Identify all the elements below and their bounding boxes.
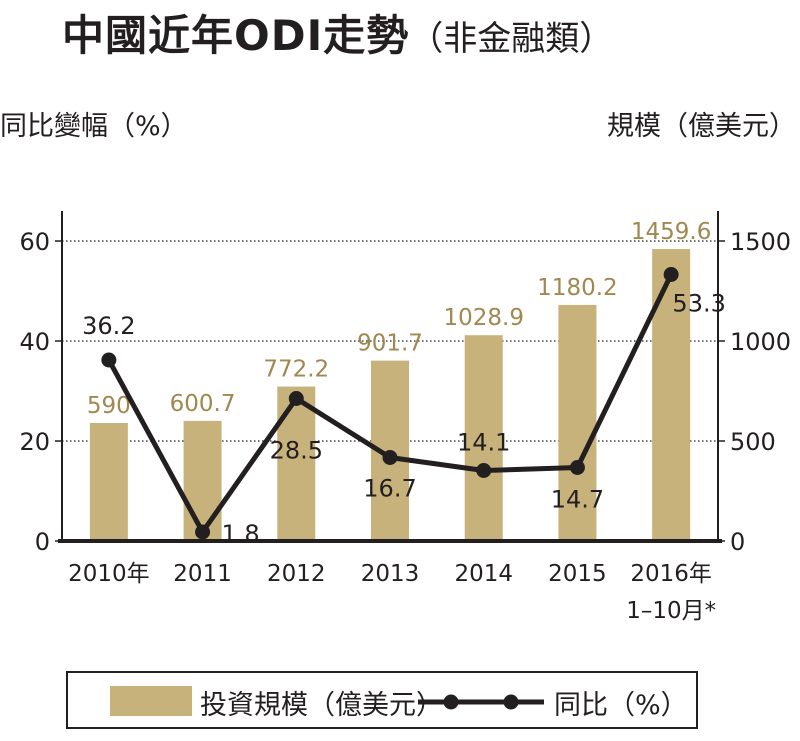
x-tick-label: 2014	[454, 561, 513, 587]
line-point	[663, 267, 679, 282]
bar-value-label: 1459.6	[631, 219, 711, 245]
bar-value-label: 1028.9	[443, 305, 523, 331]
x-tick-label: 2012	[267, 561, 326, 587]
bar-value-label: 590	[87, 393, 131, 419]
line-point	[101, 352, 117, 368]
chart-canvas: 0 20 40 60 0 500 1000 1500 2010年 2011 2012 2013 2014…	[19, 211, 791, 624]
right-axis-title: 規模（億美元）	[607, 111, 796, 142]
chart-title-sub: （非金融類）	[409, 19, 614, 59]
bar-value-label: 600.7	[170, 391, 236, 417]
line-value-label: 16.7	[363, 475, 416, 503]
bar-value-label: 901.7	[357, 331, 423, 357]
x-tick-label: 2016年	[630, 561, 712, 587]
legend-bar-label: 投資規模（億美元）	[200, 690, 443, 721]
bar	[89, 423, 128, 541]
left-tick-label: 40	[19, 328, 50, 356]
line-value-label: 14.7	[551, 486, 604, 514]
bar	[558, 304, 597, 541]
right-tick-label: 1500	[730, 228, 791, 256]
line-point	[288, 391, 304, 406]
legend-line-symbol	[418, 694, 544, 710]
bar-value-label: 772.2	[263, 357, 329, 383]
legend-bar-swatch	[110, 686, 192, 716]
bar	[183, 420, 222, 541]
left-tick-label: 60	[19, 228, 50, 256]
line-value-label: 28.5	[270, 437, 323, 465]
line-point	[476, 463, 492, 478]
line-point	[569, 460, 585, 475]
legend: 投資規模（億美元） 同比（%）	[66, 671, 698, 729]
legend-line-label: 同比（%）	[554, 690, 688, 721]
chart-title: 中國近年ODI走勢（非金融類）	[62, 2, 613, 62]
x-tick-label: 2013	[361, 561, 420, 587]
bar-value-label: 1180.2	[537, 275, 617, 301]
line-value-label: 14.1	[457, 429, 510, 457]
x-tick-label: 2011	[173, 561, 232, 587]
line-value-label: 1.8	[221, 520, 259, 548]
left-axis-title: 同比變幅（%）	[0, 111, 188, 142]
line-value-label: 53.3	[672, 290, 725, 318]
line-value-label: 36.2	[82, 312, 135, 340]
chart-title-main: 中國近年ODI走勢	[62, 11, 410, 60]
right-tick-label: 1000	[730, 328, 791, 356]
right-tick-label: 0	[730, 528, 745, 556]
x-tick-label: 1–10月*	[626, 598, 716, 624]
line-point	[195, 524, 211, 540]
right-tick-label: 500	[730, 428, 776, 456]
line-point	[382, 450, 398, 465]
bar	[464, 335, 503, 541]
left-tick-label: 0	[35, 528, 50, 556]
x-tick-label: 2015	[548, 561, 607, 587]
x-tick-label: 2010年	[68, 561, 150, 587]
left-tick-label: 20	[19, 428, 50, 456]
